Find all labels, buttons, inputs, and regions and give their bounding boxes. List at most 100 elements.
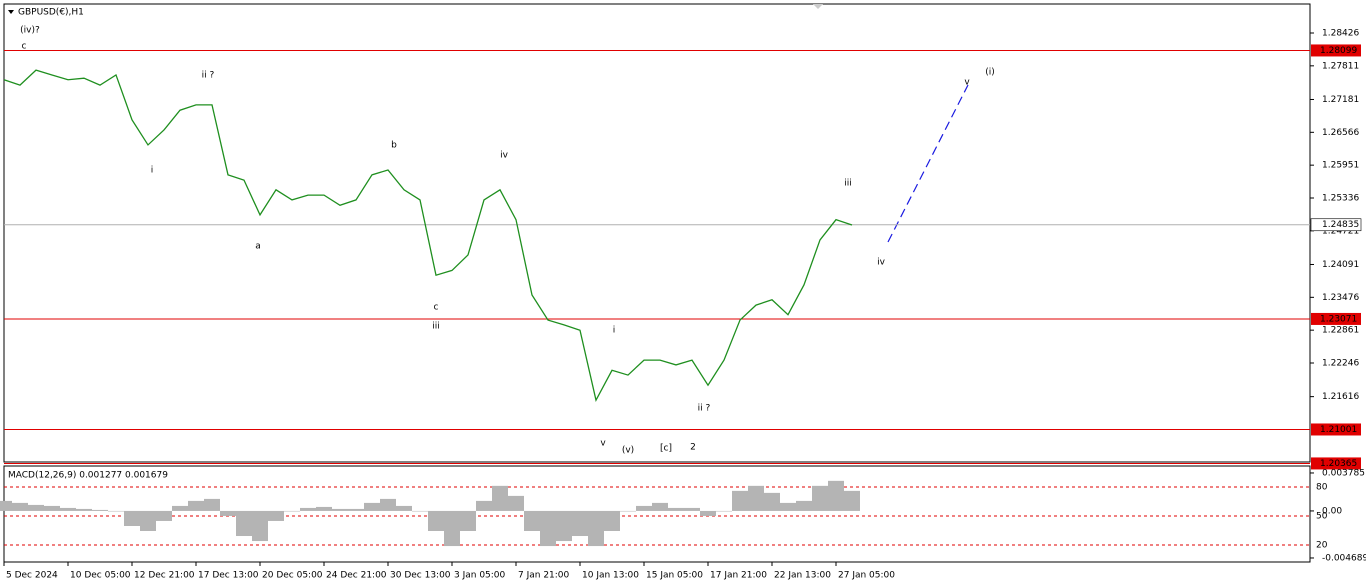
- wave-label: b: [391, 141, 397, 151]
- histogram-bar: [524, 510, 540, 532]
- histogram-bar: [652, 502, 668, 511]
- wave-label: i: [151, 166, 154, 176]
- histogram-bar: [828, 480, 844, 511]
- histogram-bar: [92, 509, 108, 511]
- current-price-box: [1310, 218, 1362, 232]
- y-tick-label: 0.00: [1322, 506, 1342, 516]
- histogram-bar: [540, 510, 556, 547]
- histogram-bar: [140, 510, 156, 532]
- histogram-bar: [268, 510, 284, 521]
- level-box: [1311, 457, 1361, 470]
- x-tick-label: 5 Dec 2024: [6, 571, 58, 581]
- y-tick-label: 1.23476: [1322, 293, 1359, 303]
- wave-label: (v): [622, 446, 634, 456]
- x-tick-label: 20 Dec 05:00: [262, 571, 323, 581]
- histogram-bar: [508, 495, 524, 511]
- wave-label: iii: [432, 322, 440, 332]
- level-box: [1311, 312, 1361, 325]
- histogram-bar: [332, 508, 348, 511]
- x-tick-label: 7 Jan 21:00: [518, 571, 570, 581]
- wave-label: iii: [844, 179, 852, 189]
- histogram-bar: [12, 502, 28, 511]
- histogram-bar: [0, 500, 12, 511]
- histogram-bar: [636, 505, 652, 511]
- wave-label: ii ?: [202, 71, 215, 81]
- histogram-bar: [172, 505, 188, 511]
- level-box: [1311, 423, 1361, 436]
- x-tick-label: 27 Jan 05:00: [838, 571, 895, 581]
- y-tick-label: 1.25336: [1322, 193, 1359, 203]
- y-tick-label: 1.28426: [1322, 28, 1359, 38]
- histogram-bar: [476, 500, 492, 511]
- histogram-bar: [412, 510, 428, 512]
- histogram-bar: [796, 500, 812, 511]
- histogram-bar: [620, 510, 636, 512]
- histogram-bar: [844, 490, 860, 511]
- y2-tick-label: 50: [1316, 511, 1328, 521]
- y-tick-label: 1.24721: [1322, 226, 1359, 236]
- wave-label: v: [964, 78, 970, 88]
- histogram-bar: [460, 510, 476, 532]
- y-tick-label: 1.24091: [1322, 260, 1359, 270]
- histogram-bar: [556, 510, 572, 542]
- level-box: [1311, 44, 1361, 57]
- y2-tick-label: 80: [1316, 482, 1328, 492]
- histogram-bar: [60, 507, 76, 511]
- wave-label: c: [434, 303, 439, 313]
- histogram-bar: [732, 490, 748, 511]
- histogram-bar: [156, 510, 172, 521]
- x-tick-label: 3 Jan 05:00: [454, 571, 506, 581]
- histogram-bar: [764, 492, 780, 511]
- chart-title: GBPUSD(€),H1: [18, 8, 84, 18]
- histogram-bar: [492, 485, 508, 511]
- x-tick-label: 30 Dec 13:00: [390, 571, 451, 581]
- x-tick-label: 10 Jan 13:00: [582, 571, 639, 581]
- wave-label: 2: [690, 443, 696, 453]
- histogram-bar: [428, 510, 444, 532]
- price-line: [3, 69, 853, 403]
- macd-frame: [3, 465, 1311, 563]
- histogram-bar: [108, 510, 124, 512]
- histogram-bar: [252, 510, 268, 542]
- histogram-bar: [364, 502, 380, 511]
- y-tick-label: 0.003785: [1322, 468, 1365, 478]
- histogram-bar: [748, 485, 764, 511]
- histogram-bar: [604, 510, 620, 532]
- x-tick-label: 12 Dec 21:00: [134, 571, 195, 581]
- y-tick-label: 1.21616: [1322, 392, 1359, 402]
- histogram-bar: [684, 507, 700, 511]
- projection-line: [887, 84, 969, 243]
- wave-label: (iv)?: [20, 26, 40, 36]
- histogram-bar: [188, 500, 204, 511]
- x-tick-label: 15 Jan 05:00: [646, 571, 703, 581]
- histogram-bar: [716, 510, 732, 512]
- histogram-bar: [204, 498, 220, 511]
- wave-label: (i): [985, 68, 995, 78]
- y2-tick-label: 20: [1316, 540, 1328, 550]
- histogram-bar: [812, 485, 828, 511]
- wave-label: [c]: [660, 444, 672, 454]
- histogram-bar: [236, 510, 252, 537]
- histogram-bar: [668, 507, 684, 511]
- wave-label: a: [255, 242, 261, 252]
- shift-marker: [813, 4, 823, 9]
- y-tick-label: 1.26566: [1322, 128, 1359, 138]
- x-tick-label: 24 Dec 21:00: [326, 571, 387, 581]
- wave-label: iv: [877, 258, 886, 268]
- y-tick-label: 1.25951: [1322, 161, 1359, 171]
- histogram-bar: [300, 507, 316, 511]
- histogram-bar: [316, 506, 332, 511]
- wave-label: i: [613, 326, 616, 336]
- histogram-bar: [220, 510, 236, 516]
- x-tick-label: 22 Jan 13:00: [774, 571, 831, 581]
- histogram-bar: [700, 510, 716, 516]
- histogram-bar: [572, 510, 588, 537]
- histogram-bar: [284, 510, 300, 512]
- main-frame: [3, 3, 1311, 463]
- histogram-bar: [780, 502, 796, 511]
- histogram-bar: [28, 504, 44, 511]
- histogram-bar: [588, 510, 604, 547]
- level-label: 1.21001: [1320, 425, 1357, 435]
- macd-title: MACD(12,26,9) 0.001277 0.001679: [8, 471, 168, 481]
